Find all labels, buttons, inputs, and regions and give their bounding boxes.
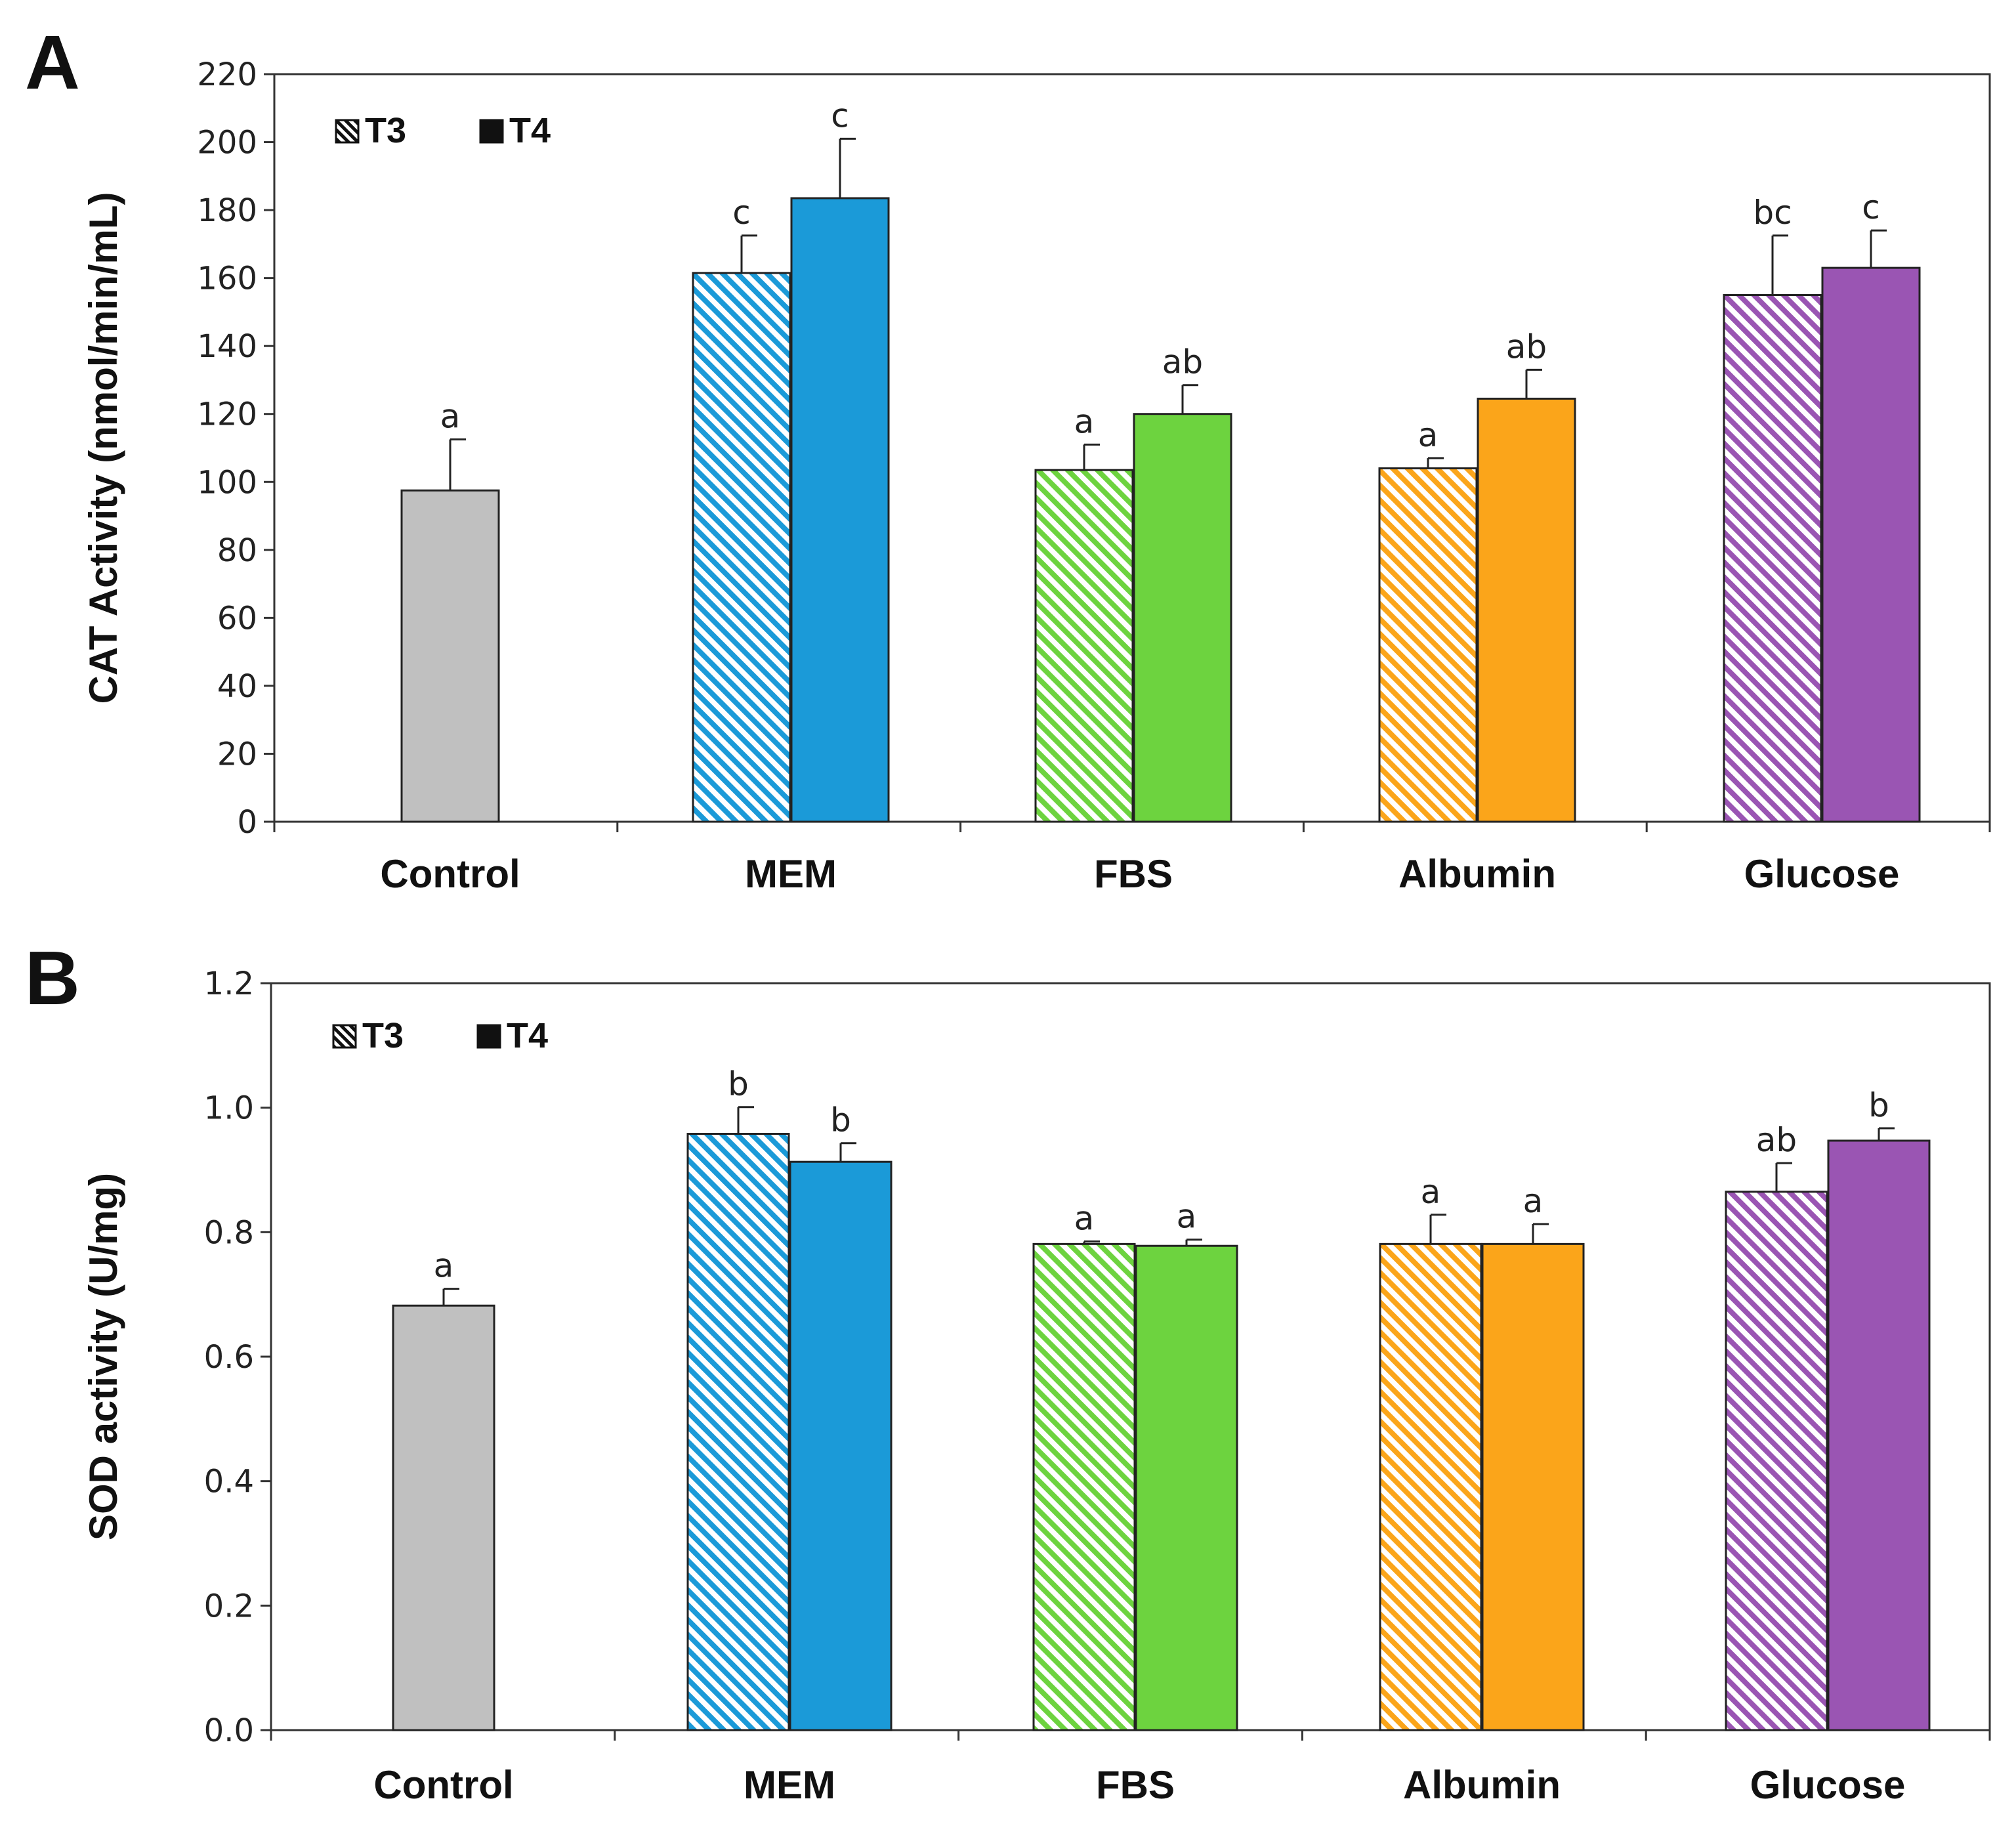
bar-mem-t3: [686, 1132, 790, 1731]
x-category-label: Control: [373, 1763, 513, 1807]
significance-label: c: [1862, 188, 1880, 226]
y-tick-label: 1.2: [204, 965, 254, 1002]
bar-control-single: [400, 489, 500, 823]
bar-fbs-t4: [1133, 413, 1232, 823]
y-tick-label: 180: [197, 192, 257, 229]
bar-albumin-t3: [1379, 1242, 1482, 1731]
significance-label: a: [440, 398, 461, 436]
significance-label: a: [1418, 416, 1438, 454]
legend-swatch-t3: [332, 1024, 357, 1049]
bar-glucose-t4: [1827, 1139, 1931, 1731]
y-tick-label: 0.4: [204, 1464, 254, 1500]
significance-label: b: [1868, 1086, 1889, 1124]
x-category-label: Control: [380, 852, 520, 896]
y-tick-label: 0.2: [204, 1588, 254, 1624]
panel-b: B 0.0 0.2 0.4 0.6 0.8 1.0 1.2 Control MEM FBS Alb…: [25, 935, 1991, 1807]
legend-swatch-t3: [335, 119, 360, 144]
y-tick-label: 140: [197, 328, 257, 365]
significance-label: b: [830, 1101, 851, 1139]
legend-label-t4: T4: [507, 1016, 548, 1055]
bar-glucose-t4: [1821, 266, 1921, 823]
panel-label-a: A: [25, 20, 80, 105]
legend-label-t4: T4: [509, 111, 551, 150]
panel-label-b: B: [25, 935, 80, 1021]
y-tick-label: 0.0: [204, 1712, 254, 1749]
y-axis-title-a: CAT Activity (nmol/min/mL): [81, 192, 125, 704]
y-tick-label: 100: [197, 464, 257, 501]
y-axis-a: 0 20 40 60 80 100 120 140 160 180 200 220: [197, 56, 274, 841]
y-tick-label: 0.6: [204, 1339, 254, 1376]
legend-a: T3 T4: [335, 111, 551, 150]
significance-label: a: [1421, 1173, 1441, 1211]
legend-b: T3 T4: [332, 1016, 548, 1055]
y-tick-label: 40: [217, 668, 257, 705]
y-tick-label: 1.0: [204, 1090, 254, 1127]
x-category-label: FBS: [1094, 852, 1173, 896]
bar-albumin-t3: [1378, 467, 1478, 823]
bar-albumin-t4: [1481, 1242, 1585, 1731]
y-tick-label: 80: [217, 532, 257, 569]
legend-label-t3: T3: [362, 1016, 404, 1055]
y-tick-label: 220: [197, 56, 257, 93]
legend-swatch-t4: [479, 119, 504, 144]
y-axis-b: 0.0 0.2 0.4 0.6 0.8 1.0 1.2: [204, 965, 271, 1749]
legend-label-t3: T3: [365, 111, 406, 150]
y-tick-label: 120: [197, 396, 257, 433]
bar-albumin-t4: [1477, 397, 1576, 823]
significance-label: ab: [1162, 343, 1203, 381]
legend-swatch-t4: [476, 1024, 501, 1049]
y-tick-label: 60: [217, 600, 257, 637]
bar-fbs-t3: [1032, 1242, 1136, 1731]
panel-a: A 0 20 40 60 80 100 120 140 160 180 200 220 Control…: [25, 20, 1991, 896]
significance-label: ab: [1756, 1121, 1797, 1159]
x-category-label: FBS: [1096, 1763, 1175, 1807]
x-category-label: MEM: [745, 852, 837, 896]
x-category-label: Glucose: [1750, 1763, 1906, 1807]
y-axis-title-b: SOD activity (U/mg): [81, 1173, 125, 1540]
significance-label: c: [831, 96, 849, 135]
significance-label: bc: [1753, 194, 1792, 232]
bars-a: a c c a ab a ab bc c: [400, 96, 1921, 823]
significance-label: a: [1177, 1198, 1197, 1236]
x-category-label: MEM: [744, 1763, 835, 1807]
x-category-label: Glucose: [1744, 852, 1900, 896]
bar-fbs-t3: [1034, 469, 1134, 823]
x-axis-a: Control MEM FBS Albumin Glucose: [273, 822, 1991, 896]
y-tick-label: 0: [237, 804, 257, 841]
significance-label: ab: [1506, 328, 1547, 366]
x-category-label: Albumin: [1398, 852, 1556, 896]
bar-glucose-t3: [1725, 1191, 1828, 1731]
bar-glucose-t3: [1723, 294, 1822, 823]
y-tick-label: 200: [197, 125, 257, 161]
bar-fbs-t4: [1135, 1244, 1238, 1731]
x-category-label: Albumin: [1403, 1763, 1561, 1807]
significance-label: c: [732, 194, 751, 232]
significance-label: a: [1074, 1200, 1095, 1238]
significance-label: a: [1523, 1182, 1544, 1220]
significance-label: a: [1074, 402, 1095, 440]
y-tick-label: 0.8: [204, 1214, 254, 1251]
y-tick-label: 20: [217, 736, 257, 773]
significance-label: b: [728, 1065, 749, 1103]
y-tick-label: 160: [197, 261, 257, 297]
significance-label: a: [434, 1247, 454, 1285]
bar-control-single: [392, 1304, 495, 1731]
bar-mem-t4: [789, 1160, 892, 1731]
x-axis-b: Control MEM FBS Albumin Glucose: [270, 1730, 1991, 1807]
bar-mem-t3: [692, 272, 791, 823]
bar-mem-t4: [790, 197, 890, 823]
